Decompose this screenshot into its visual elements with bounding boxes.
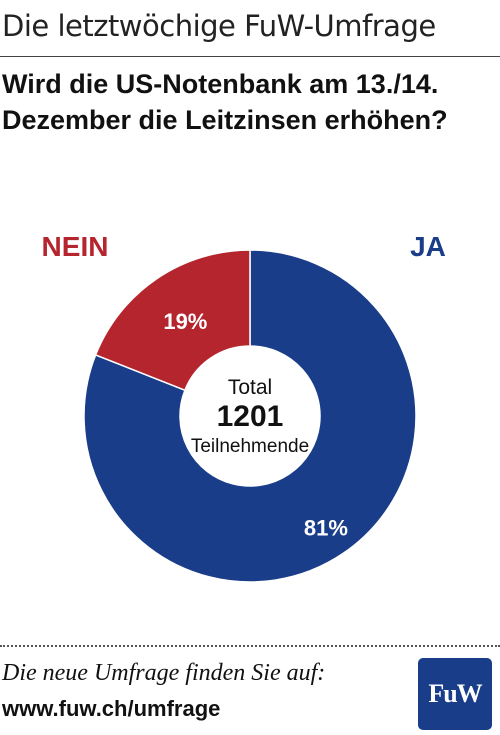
center-participants-label: Teilnehmende — [191, 436, 309, 457]
header-title: Die letztwöchige FuW-Umfrage — [2, 9, 436, 43]
fuw-logo-text: FuW — [428, 679, 482, 708]
footer-text: Die neue Umfrage finden Sie auf: — [2, 660, 326, 686]
fuw-logo[interactable]: FuW — [418, 658, 492, 730]
footer-url-link[interactable]: www.fuw.ch/umfrage — [2, 696, 221, 721]
question-title: Wird die US-Notenbank am 13./14. Dezembe… — [2, 69, 448, 135]
footer-divider — [0, 645, 500, 647]
center-total-value: 1201 — [217, 400, 284, 433]
slice-value-label-ja: 81% — [304, 516, 348, 541]
header: Die letztwöchige FuW-Umfrage — [0, 0, 500, 57]
slice-value-label-nein: 19% — [163, 309, 207, 334]
donut-chart: 81% 19% JA NEIN Total 1201 Teilnehmende — [0, 220, 500, 610]
slice-ja — [83, 249, 417, 583]
slice-nein — [94, 249, 251, 392]
category-label-ja: JA — [410, 231, 446, 262]
center-total-label: Total — [228, 376, 272, 399]
category-label-nein: NEIN — [42, 231, 109, 262]
